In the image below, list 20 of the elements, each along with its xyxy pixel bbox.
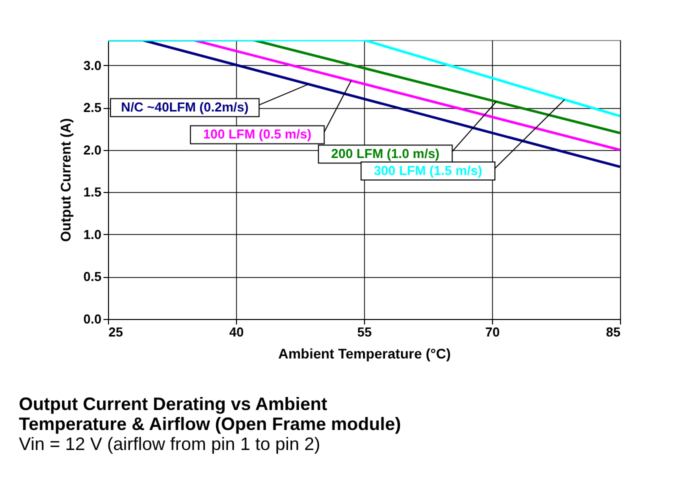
y-tick-label: 1.0 — [83, 226, 102, 242]
x-tick-label: 55 — [357, 324, 372, 340]
text: N/C ~40LFM (0.2m/s) — [121, 100, 249, 115]
y-tick-label: 2.5 — [83, 100, 102, 116]
y-tick-label: 2.0 — [83, 142, 102, 158]
x-tick-label: 85 — [606, 324, 620, 340]
y-tick-label: 0.5 — [83, 269, 102, 284]
x-axis-title: Ambient Temperature (°C) — [278, 346, 451, 362]
x-tick-label: 25 — [108, 324, 123, 340]
text: 100 LFM (0.5 m/s) — [203, 126, 312, 142]
text: Vin = 12 V (airflow from pin 1 to pin 2) — [18, 434, 320, 454]
y-axis-title: Output Current (A) — [57, 118, 74, 242]
text: 200 LFM (1.0 m/s) — [331, 146, 440, 162]
x-tick-label: 70 — [485, 324, 500, 340]
x-tick-label: 40 — [229, 324, 244, 340]
text: Output Current Derating vs Ambient Temperature & Airflow (Open Frame module) — [18, 394, 401, 434]
text: 300 LFM (1.5 m/s) — [374, 163, 482, 178]
y-tick-label: 1.5 — [83, 184, 102, 200]
y-tick-label: 3.0 — [83, 58, 102, 73]
y-tick-label: 0.0 — [83, 312, 102, 326]
